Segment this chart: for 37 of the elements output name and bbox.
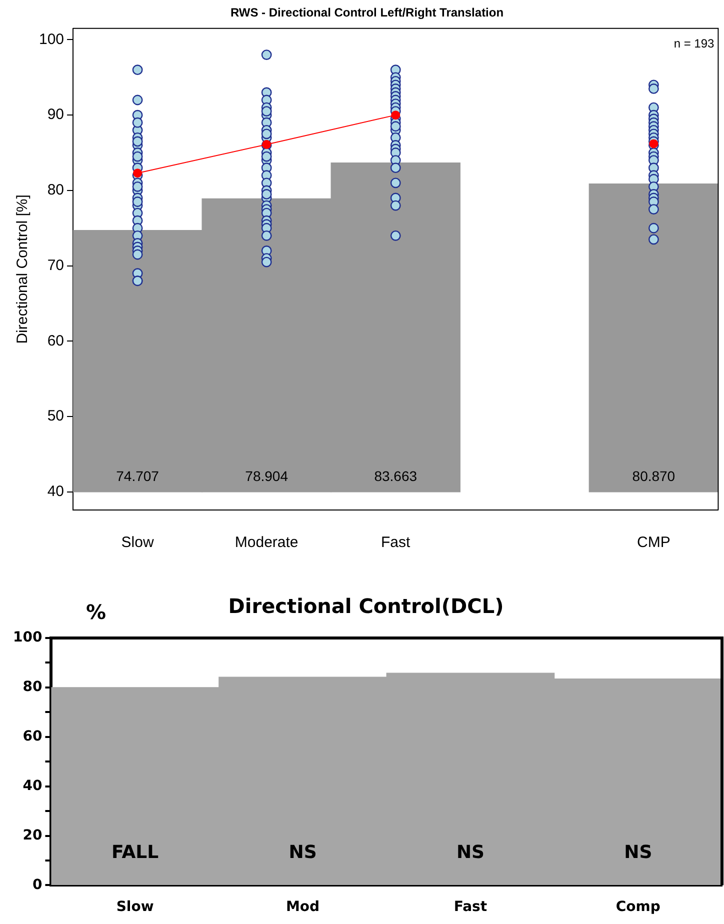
x-tick-label: Slow (116, 899, 154, 916)
chart-title: Directional Control(DCL) (228, 594, 504, 618)
y-tick-label: 80 (22, 679, 42, 696)
y-tick-label: 80 (47, 182, 64, 199)
x-tick-label: Moderate (234, 534, 298, 552)
y-tick-label: 0 (32, 876, 42, 893)
y-axis-title: Directional Control [%] (14, 194, 32, 344)
y-tick-label: 90 (47, 106, 64, 124)
annotation: FALL (112, 842, 159, 863)
y-axis-title: % (86, 600, 106, 624)
point (133, 168, 142, 178)
data-label: 83.663 (374, 468, 418, 484)
x-tick-label: Fast (381, 534, 412, 552)
y-tick-label: 40 (22, 778, 42, 794)
x-tick-label: Slow (121, 534, 154, 552)
x-tick-label: Comp (616, 899, 660, 916)
y-tick-label: 40 (47, 483, 64, 500)
chart-title: RWS - Directional Control Left/Right Translation (230, 6, 504, 20)
y-tick-label: 100 (12, 630, 42, 646)
y-tick-label: 100 (38, 30, 64, 48)
x-tick-label: CMP (637, 534, 670, 552)
x-tick-label: Fast (454, 899, 488, 916)
y-tick-label: 60 (47, 332, 64, 350)
y-tick-label: 70 (47, 256, 64, 274)
y-tick-label: 20 (22, 827, 42, 844)
bar (588, 184, 718, 492)
data-label: 74.707 (116, 468, 160, 484)
y-tick-label: 60 (22, 728, 42, 745)
annotation: NS (288, 842, 317, 863)
x-tick-label: Mod (286, 899, 320, 916)
annotation: NS (624, 842, 652, 863)
annotation: n = 193 (674, 36, 715, 51)
data-label: 80.870 (632, 468, 676, 484)
point (391, 110, 400, 120)
data-label: 78.904 (245, 468, 288, 484)
annotation: NS (456, 842, 484, 863)
y-tick-label: 50 (47, 408, 64, 425)
